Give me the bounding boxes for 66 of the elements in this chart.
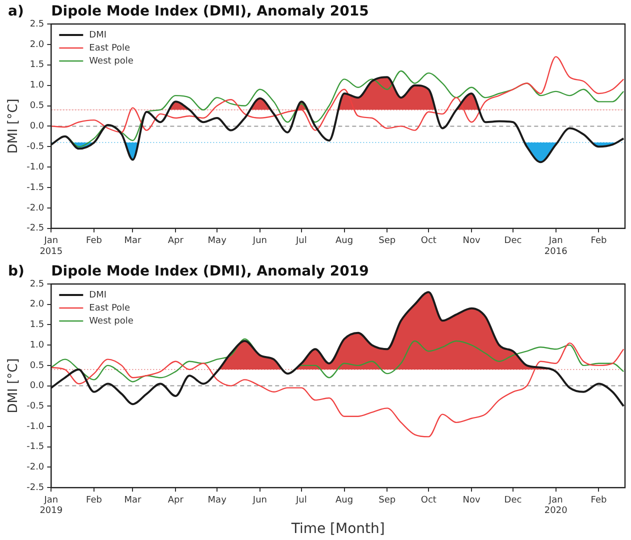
legend-label: West pole (89, 56, 134, 66)
line-series (51, 56, 624, 133)
x-tick-label: Apr (168, 495, 184, 506)
y-axis-title: DMI [°C] (6, 358, 22, 414)
x-axis-title: Time [Month] (290, 521, 385, 538)
y-tick-label: 1.0 (30, 80, 44, 91)
x-tick-label: Sep (378, 495, 396, 506)
legend-label: West pole (89, 316, 134, 326)
y-tick-label: 0.5 (30, 360, 44, 371)
x-tick-label: May (208, 495, 228, 506)
y-tick-label: -2.0 (26, 462, 44, 473)
x-tick-label: Mar (124, 495, 142, 506)
x-tick-label: May (208, 236, 228, 246)
x-tick-label: Apr (168, 236, 184, 246)
text: a) (8, 4, 24, 20)
y-tick-label: -0.5 (26, 402, 44, 412)
y-tick-label: -0.5 (26, 142, 44, 152)
x-tick-label: Jul (295, 236, 307, 246)
x-tick-label: Nov (462, 495, 481, 506)
x-tick-label: Sep (378, 236, 396, 246)
x-tick-label: Nov (462, 236, 481, 246)
x-tick-label: Dec (504, 495, 522, 506)
legend-label: East Pole (89, 303, 131, 314)
x-tick-label: Feb (86, 236, 102, 246)
x-tick-label: Mar (124, 236, 142, 246)
y-tick-label: -1.5 (26, 182, 44, 193)
y-tick-label: -2.5 (26, 224, 44, 234)
x-tick-label: Dec (504, 236, 522, 246)
y-tick-label: -2.0 (26, 203, 44, 214)
legend-label: East Pole (89, 43, 131, 54)
chart-title: Dipole Mode Index (DMI), Anomaly 2015 (51, 4, 369, 20)
y-tick-label: -1.0 (26, 162, 44, 172)
line-series (51, 338, 624, 382)
x-tick-label: Oct (420, 236, 437, 246)
y-tick-label: 1.5 (30, 320, 44, 330)
y-tick-label: 2.5 (30, 19, 44, 30)
x-tick-label: Feb (590, 495, 607, 506)
x-tick-label: Aug (336, 495, 354, 506)
x-tick-label: Feb (590, 236, 607, 246)
y-tick-label: -2.5 (26, 482, 44, 493)
chart-title: Dipole Mode Index (DMI), Anomaly 2019 (51, 264, 369, 280)
x-tick-label: Jan 2020 (544, 495, 568, 516)
y-tick-label: 0.5 (30, 101, 44, 112)
x-tick-label: Feb (86, 495, 102, 506)
text: b) (8, 264, 24, 280)
y-tick-label: 0.0 (30, 381, 44, 392)
x-tick-label: Jan 2015 (40, 236, 63, 257)
x-tick-label: Jun (252, 495, 267, 506)
x-tick-label: Jan 2016 (544, 236, 568, 257)
x-tick-label: Jan 2019 (40, 495, 63, 516)
x-tick-label: Jun (252, 236, 267, 246)
legend-label: DMI (89, 30, 107, 40)
y-tick-label: 2.0 (30, 40, 44, 50)
y-tick-label: -1.5 (26, 442, 44, 452)
y-axis-title: DMI [°C] (6, 98, 22, 154)
line-series (51, 342, 624, 438)
x-tick-label: Oct (420, 495, 437, 506)
y-tick-label: 2.0 (30, 300, 44, 310)
y-tick-label: 0.0 (30, 122, 44, 132)
y-tick-label: 2.5 (30, 279, 44, 290)
x-tick-label: Aug (336, 236, 354, 246)
x-tick-label: Jul (295, 495, 307, 506)
legend-label: DMI (89, 290, 107, 300)
y-tick-label: 1.5 (30, 60, 44, 70)
y-tick-label: -1.0 (26, 422, 44, 432)
y-tick-label: 1.0 (30, 340, 44, 350)
